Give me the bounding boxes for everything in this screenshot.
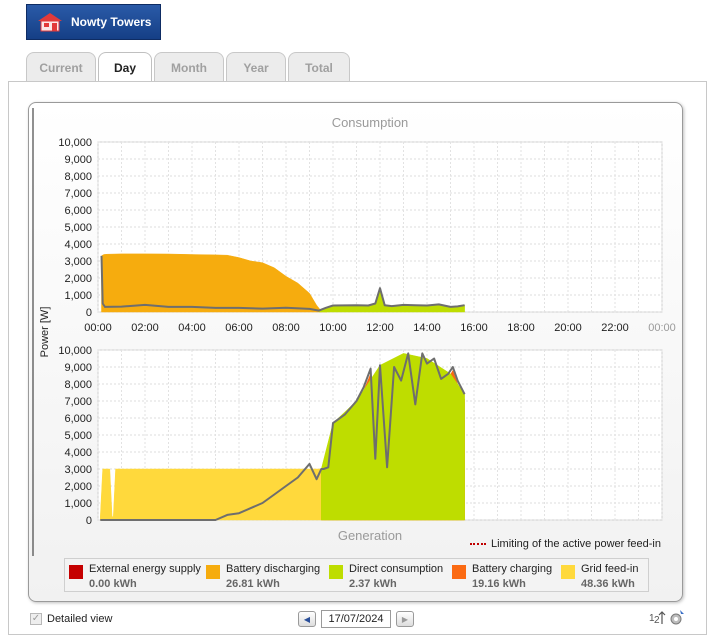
tab-total[interactable]: Total (288, 52, 350, 82)
legend-value: 26.81 kWh (226, 578, 280, 590)
limit-note-text: Limiting of the active power feed-in (491, 538, 661, 550)
y-tick-label: 1,000 (64, 290, 92, 302)
y-tick-label: 6,000 (64, 413, 92, 425)
arrow-left-icon: ◀ (303, 614, 311, 624)
tab-month[interactable]: Month (154, 52, 224, 82)
legend-label: Battery discharging (226, 563, 321, 575)
detailed-view-checkbox[interactable]: ✓ (30, 613, 42, 625)
y-tick-label: 5,000 (64, 222, 92, 234)
x-tick-label: 04:00 (178, 322, 206, 334)
x-tick-label: 18:00 (507, 322, 535, 334)
legend-swatch (329, 565, 343, 579)
legend: External energy supply 0.00 kWh Battery … (64, 558, 649, 592)
x-tick-label: 16:00 (460, 322, 488, 334)
legend-value: 2.37 kWh (349, 578, 397, 590)
series-area (101, 253, 328, 313)
y-axis-label: Power [W] (39, 307, 51, 358)
x-tick-label: 06:00 (225, 322, 253, 334)
x-tick-label: 20:00 (554, 322, 582, 334)
limit-line-icon (470, 543, 486, 545)
arrow-right-icon: ▶ (401, 614, 409, 624)
y-tick-label: 0 (86, 307, 92, 319)
y-tick-label: 3,000 (64, 464, 92, 476)
tab-current[interactable]: Current (26, 52, 96, 82)
legend-label: External energy supply (89, 563, 201, 575)
svg-text:1: 1 (649, 613, 655, 624)
y-tick-label: 1,000 (64, 498, 92, 510)
tab-day[interactable]: Day (98, 52, 152, 83)
legend-label: Direct consumption (349, 563, 444, 575)
y-tick-label: 0 (86, 515, 92, 527)
legend-label: Battery charging (472, 563, 553, 575)
y-tick-label: 2,000 (64, 273, 92, 285)
y-tick-label: 8,000 (64, 379, 92, 391)
settings-gear-icon[interactable] (668, 609, 686, 627)
y-tick-label: 7,000 (64, 188, 92, 200)
y-tick-label: 10,000 (58, 137, 92, 149)
legend-value: 0.00 kWh (89, 578, 137, 590)
x-tick-label: 14:00 (413, 322, 441, 334)
sort-icon[interactable]: 1 2 (648, 609, 666, 627)
legend-swatch (69, 565, 83, 579)
y-tick-label: 9,000 (64, 154, 92, 166)
x-tick-label: 00:00 (84, 322, 112, 334)
x-tick-label: 02:00 (131, 322, 159, 334)
series-line (100, 255, 465, 312)
detailed-view-label: Detailed view (47, 613, 113, 625)
legend-label: Grid feed-in (581, 563, 639, 575)
svg-text:2: 2 (654, 615, 660, 626)
y-tick-label: 2,000 (64, 481, 92, 493)
x-tick-label: 00:00 (648, 322, 676, 334)
y-tick-label: 4,000 (64, 447, 92, 459)
chart-title: Consumption (332, 115, 409, 130)
detailed-view-toggle[interactable]: ✓ Detailed view (30, 613, 112, 625)
legend-swatch (206, 565, 220, 579)
y-tick-label: 4,000 (64, 239, 92, 251)
series-area (321, 353, 465, 521)
view-tabs: Current Day Month Year Total (26, 52, 352, 83)
next-day-button[interactable]: ▶ (396, 611, 414, 627)
legend-swatch (452, 565, 466, 579)
y-tick-label: 7,000 (64, 396, 92, 408)
app-title: Nowty Towers (71, 15, 152, 29)
x-tick-label: 12:00 (366, 322, 394, 334)
legend-swatch (561, 565, 575, 579)
y-tick-label: 9,000 (64, 362, 92, 374)
y-tick-label: 6,000 (64, 205, 92, 217)
prev-day-button[interactable]: ◀ (298, 611, 316, 627)
x-tick-label: 10:00 (319, 322, 347, 334)
limit-note: Limiting of the active power feed-in (470, 538, 661, 550)
date-navigation: ◀ ▶ (298, 610, 414, 628)
legend-value: 48.36 kWh (581, 578, 635, 590)
chart-title: Generation (338, 528, 402, 543)
y-tick-label: 3,000 (64, 256, 92, 268)
y-tick-label: 5,000 (64, 430, 92, 442)
x-tick-label: 08:00 (272, 322, 300, 334)
app-logo: Nowty Towers (26, 4, 161, 40)
tab-year[interactable]: Year (226, 52, 286, 82)
toolbar: 1 2 (648, 609, 688, 627)
series-line (100, 352, 466, 521)
legend-value: 19.16 kWh (472, 578, 526, 590)
house-icon (38, 13, 62, 32)
y-tick-label: 10,000 (58, 345, 92, 357)
y-tick-label: 8,000 (64, 171, 92, 183)
date-input[interactable] (321, 610, 391, 628)
x-tick-label: 22:00 (601, 322, 629, 334)
